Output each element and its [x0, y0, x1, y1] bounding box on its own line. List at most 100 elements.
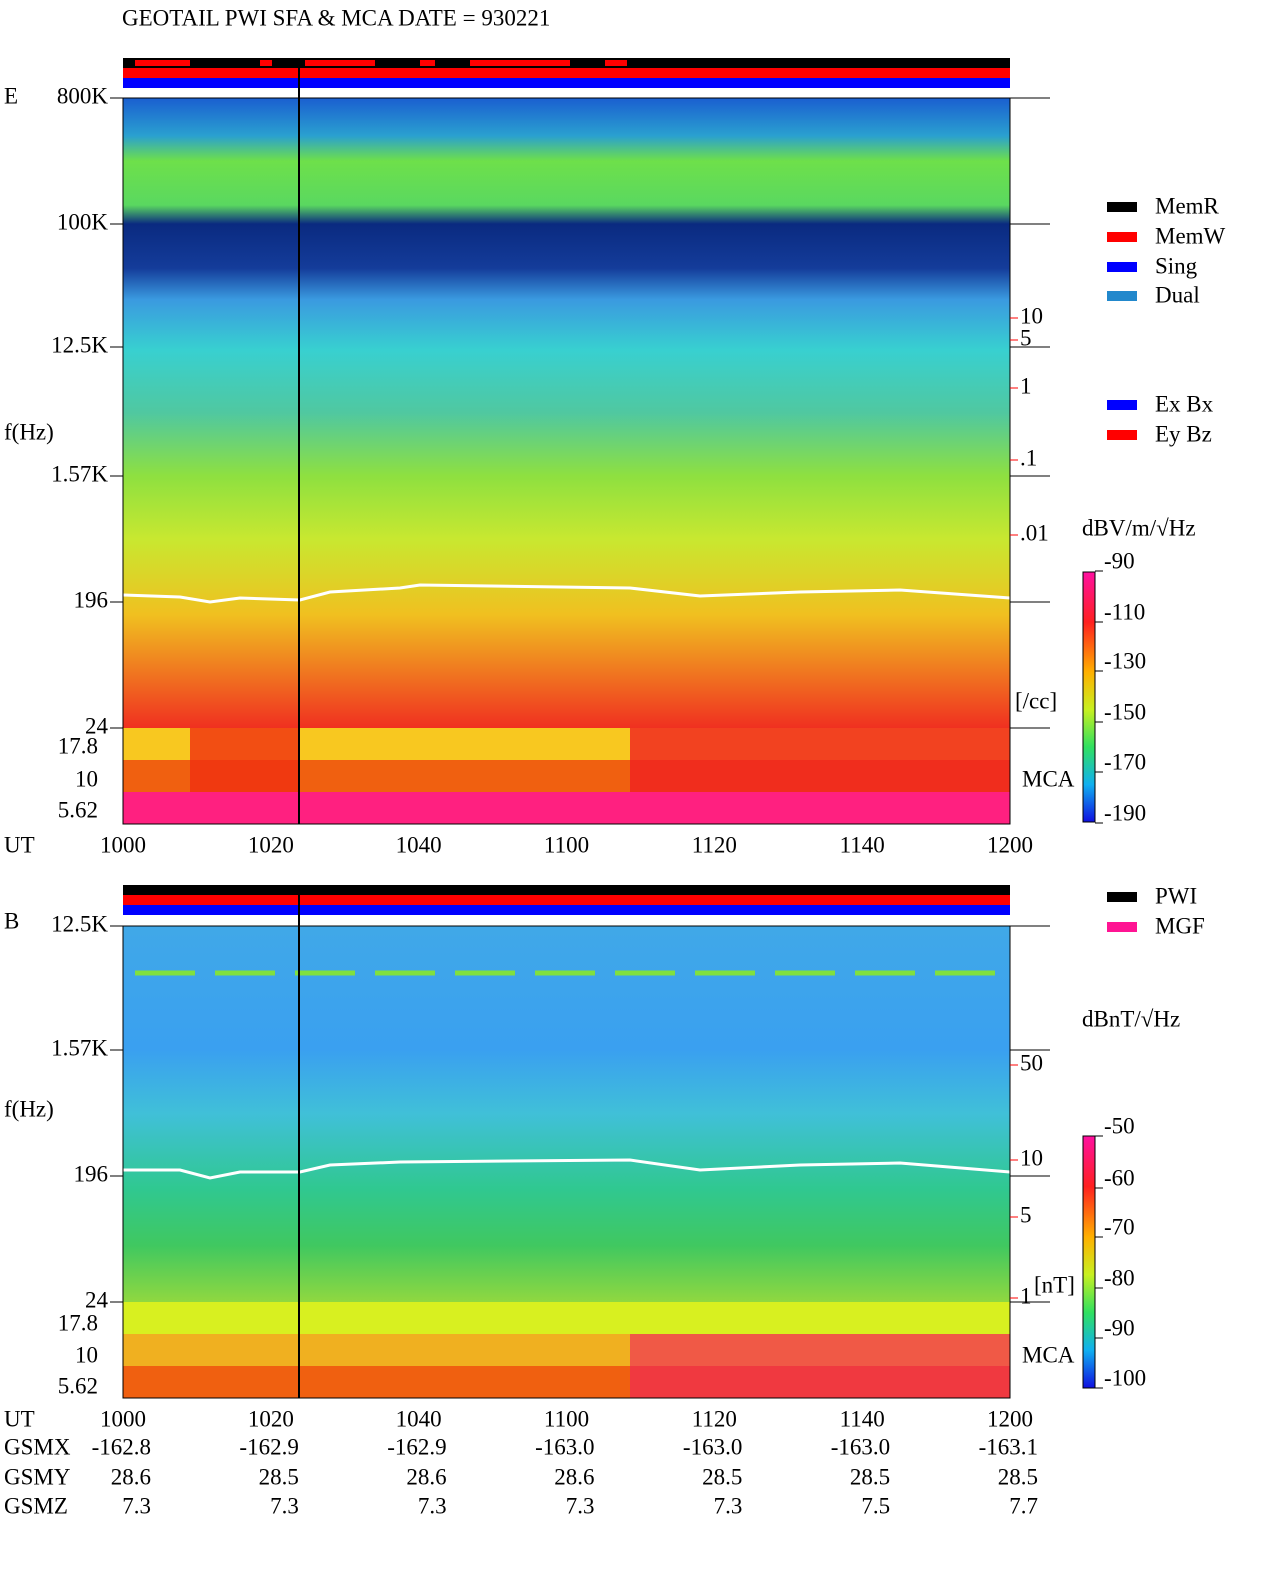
field-tick-label: 50 — [1020, 1050, 1043, 1075]
colorbar-tick-label: -60 — [1104, 1165, 1135, 1190]
markers — [122, 58, 1096, 1399]
orbit-value: -162.9 — [387, 1434, 446, 1459]
colorbar-tick-label: -70 — [1104, 1214, 1135, 1239]
legend-label: Sing — [1155, 253, 1198, 278]
density-tick-label: .01 — [1020, 520, 1049, 545]
x-tick-label: 1140 — [840, 832, 885, 857]
density-tick-label: 1 — [1020, 373, 1032, 398]
x-tick-label: 1100 — [544, 832, 589, 857]
x-tick-label: 1100 — [544, 1406, 589, 1431]
mca-label: MCA — [1022, 1342, 1075, 1367]
legend-label: Dual — [1155, 282, 1200, 307]
y-tick-label: 24 — [85, 1287, 109, 1312]
orbit-value: 7.3 — [566, 1493, 595, 1518]
legend-swatch — [1107, 232, 1137, 242]
density-unit: [/cc] — [1015, 688, 1057, 713]
orbit-value: -163.0 — [831, 1434, 890, 1459]
mca-tick-label: 5.62 — [58, 1373, 98, 1398]
y-axis-label: f(Hz) — [4, 1096, 54, 1121]
orbit-value: 28.5 — [998, 1464, 1038, 1489]
colorbar-tick-label: -110 — [1104, 599, 1145, 624]
orbit-value: 28.5 — [259, 1464, 299, 1489]
time-label: UT — [4, 1406, 35, 1431]
y-tick-label: 196 — [74, 587, 109, 612]
orbit-value: 28.5 — [702, 1464, 742, 1489]
orbit-label: GSMY — [4, 1464, 71, 1489]
density-tick-label: .1 — [1020, 445, 1037, 470]
legend-swatch — [1107, 291, 1137, 301]
orbit-value: 7.3 — [714, 1493, 743, 1518]
legend-swatch — [1107, 202, 1137, 212]
y-axis-label: f(Hz) — [4, 419, 54, 444]
legend-swatch — [1107, 400, 1137, 410]
orbit-label: GSMX — [4, 1434, 71, 1459]
mca-tick-label: 17.8 — [58, 1310, 98, 1335]
x-tick-label: 1000 — [100, 832, 146, 857]
y-tick-label: 12.5K — [51, 332, 108, 357]
status-bars — [123, 58, 1010, 915]
orbit-value: -162.9 — [239, 1434, 298, 1459]
legend-swatch — [1107, 922, 1137, 932]
colorbar-tick-label: -50 — [1104, 1113, 1135, 1138]
colorbar-tick-label: -90 — [1104, 548, 1135, 573]
y-tick-label: 100K — [57, 209, 109, 234]
mca-label: MCA — [1022, 766, 1075, 791]
y-tick-label: 1.57K — [51, 1035, 108, 1060]
orbit-value: 7.3 — [122, 1493, 151, 1518]
x-tick-label: 1200 — [987, 1406, 1033, 1431]
y-tick-label: 800K — [57, 83, 109, 108]
orbit-value: 28.6 — [111, 1464, 151, 1489]
legend-swatch — [1107, 430, 1137, 440]
orbit-value: 28.5 — [850, 1464, 890, 1489]
field-tick-label: 5 — [1020, 1202, 1032, 1227]
orbit-value: 28.6 — [406, 1464, 446, 1489]
legend-label: MemR — [1155, 193, 1220, 218]
time-label: UT — [4, 832, 35, 857]
colorbar-unit: dBnT/√Hz — [1082, 1006, 1180, 1031]
orbit-value: -162.8 — [92, 1434, 151, 1459]
x-tick-label: 1020 — [248, 832, 294, 857]
density-tick-label: 5 — [1020, 325, 1032, 350]
legend-label: MGF — [1155, 913, 1205, 938]
panel-label: E — [4, 83, 18, 108]
y-tick-label: 12.5K — [51, 911, 108, 936]
orbit-label: GSMZ — [4, 1493, 68, 1518]
field-tick-label: 1 — [1020, 1283, 1032, 1308]
x-tick-label: 1140 — [840, 1406, 885, 1431]
x-tick-label: 1040 — [396, 1406, 442, 1431]
colorbar-tick-label: -130 — [1104, 648, 1146, 673]
mca-tick-label: 10 — [75, 1342, 98, 1367]
legend-label: PWI — [1155, 883, 1197, 908]
colorbar-tick-label: -90 — [1104, 1315, 1135, 1340]
legend-label: Ex Bx — [1155, 391, 1214, 416]
mca-tick-label: 17.8 — [58, 733, 98, 758]
orbit-value: -163.0 — [535, 1434, 594, 1459]
orbit-value: 7.3 — [418, 1493, 447, 1518]
x-tick-label: 1020 — [248, 1406, 294, 1431]
panel-label: B — [4, 908, 19, 933]
spectrogram-b — [123, 926, 1011, 1398]
colorbar-tick-label: -80 — [1104, 1265, 1135, 1290]
legend-label: MemW — [1155, 223, 1226, 248]
legend-swatch — [1107, 262, 1137, 272]
x-tick-label: 1200 — [987, 832, 1033, 857]
colorbar-tick-label: -170 — [1104, 749, 1146, 774]
density-tick-label: 10 — [1020, 303, 1043, 328]
field-tick-label: 10 — [1020, 1145, 1043, 1170]
x-tick-label: 1120 — [692, 832, 737, 857]
orbit-value: 7.5 — [861, 1493, 890, 1518]
mca-tick-label: 10 — [75, 766, 98, 791]
legend-swatch — [1107, 892, 1137, 902]
orbit-value: -163.1 — [979, 1434, 1038, 1459]
legend-label: Ey Bz — [1155, 421, 1212, 446]
mca-tick-label: 5.62 — [58, 797, 98, 822]
spectrogram-e — [122, 98, 1011, 824]
title: GEOTAIL PWI SFA & MCA DATE = 930221 — [122, 5, 550, 30]
colorbar-unit: dBV/m/√Hz — [1082, 515, 1196, 540]
orbit-value: 7.7 — [1009, 1493, 1038, 1518]
x-tick-label: 1120 — [692, 1406, 737, 1431]
colorbar-tick-label: -190 — [1104, 800, 1146, 825]
orbit-value: 7.3 — [270, 1493, 299, 1518]
y-tick-label: 1.57K — [51, 461, 108, 486]
